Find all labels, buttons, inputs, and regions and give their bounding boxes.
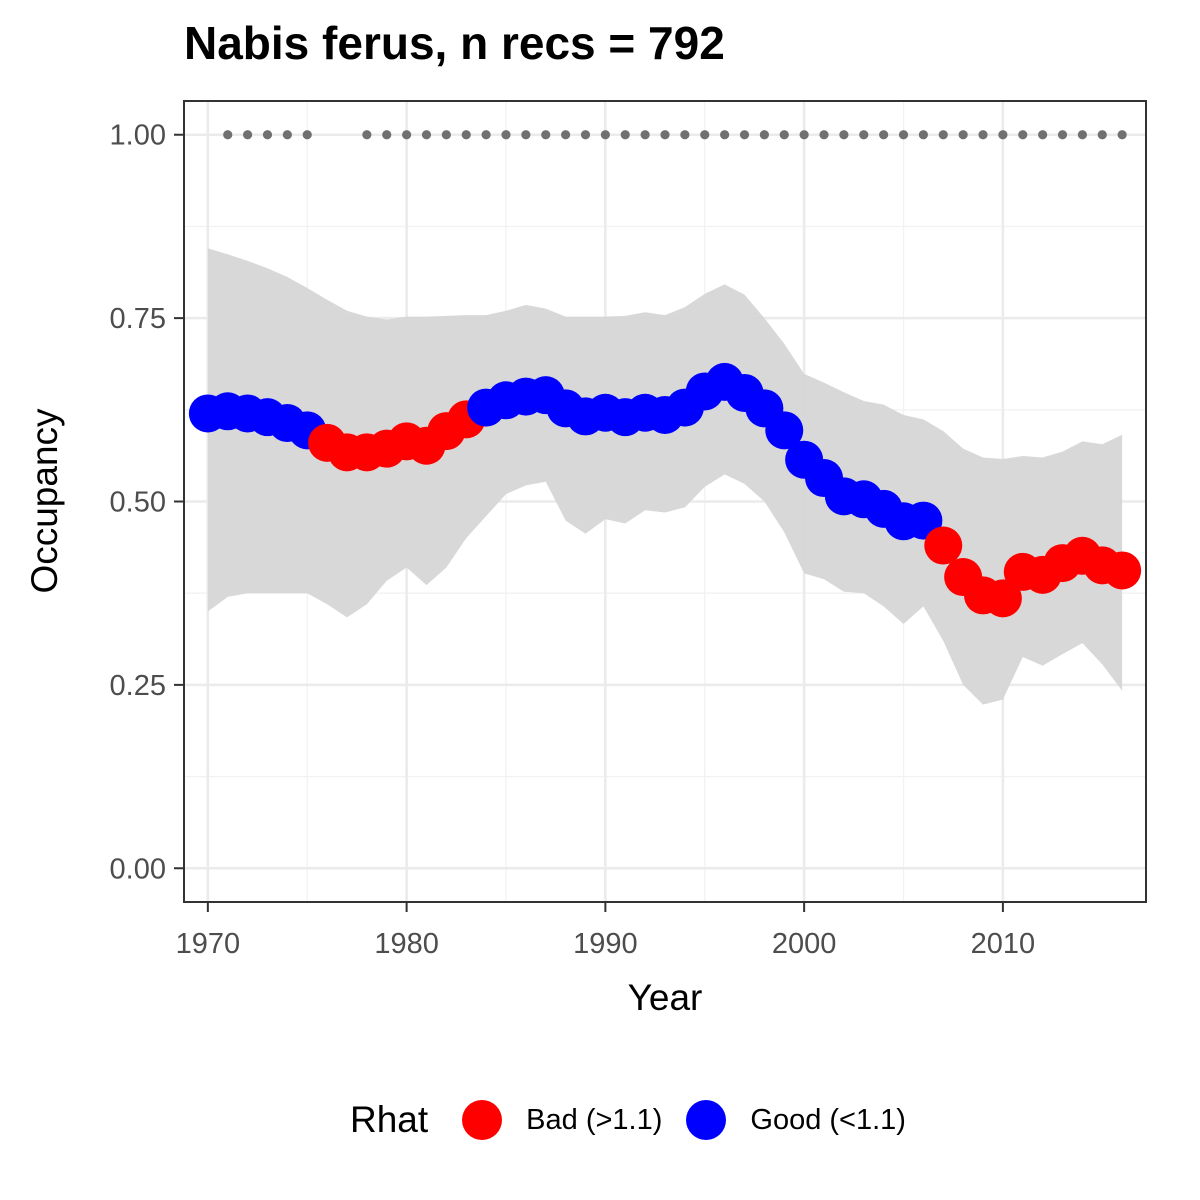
x-tick-label: 1980 xyxy=(374,928,439,960)
legend-key-good xyxy=(686,1100,727,1140)
chart-title: Nabis ferus, n recs = 792 xyxy=(184,17,725,69)
recording-dot xyxy=(680,130,690,140)
recording-dot xyxy=(779,130,789,140)
recording-dot xyxy=(720,130,730,140)
occupancy-point-good xyxy=(765,411,804,450)
legend-item-bad: Bad (>1.1) xyxy=(462,1100,662,1140)
legend-key-bad xyxy=(462,1100,503,1140)
recording-dot xyxy=(243,130,253,140)
x-tick-label: 2000 xyxy=(772,928,837,960)
recording-year-dots xyxy=(223,130,1127,140)
recording-dot xyxy=(521,130,531,140)
y-tick-label: 1.00 xyxy=(110,120,166,152)
recording-dot xyxy=(362,130,372,140)
recording-dot xyxy=(799,130,809,140)
y-tick-label: 0.75 xyxy=(110,303,166,335)
occupancy-plot: 1970 1980 1990 2000 2010 0.00 0.25 0.50 0.75 1.00… xyxy=(24,100,1147,1018)
recording-dot xyxy=(441,130,451,140)
x-tick-label: 1990 xyxy=(573,928,638,960)
legend-label-good: Good (<1.1) xyxy=(750,1103,906,1136)
recording-dot xyxy=(501,130,511,140)
recording-dot xyxy=(918,130,928,140)
recording-dot xyxy=(1057,130,1068,140)
legend-item-good: Good (<1.1) xyxy=(686,1100,906,1140)
credible-interval-ribbon xyxy=(207,248,1123,705)
y-tick-label: 0.25 xyxy=(110,670,166,702)
ribbon-band xyxy=(207,248,1123,705)
recording-dot xyxy=(382,130,392,140)
occupancy-point-bad xyxy=(924,526,963,565)
y-tick-label: 0.00 xyxy=(110,853,166,885)
recording-dot xyxy=(282,130,292,140)
legend: Rhat Bad (>1.1) Good (<1.1) xyxy=(350,1092,930,1148)
y-axis-title: Occupancy xyxy=(24,408,65,594)
recording-dot xyxy=(223,130,233,140)
recording-dot xyxy=(839,130,849,140)
recording-dot xyxy=(660,130,670,140)
recording-dot xyxy=(620,130,630,140)
occupancy-point-bad xyxy=(1103,551,1142,590)
recording-dot xyxy=(580,130,591,140)
x-axis-title: Year xyxy=(628,977,703,1018)
axes: 1970 1980 1990 2000 2010 0.00 0.25 0.50 0.75 1.00 xyxy=(110,120,1036,960)
x-tick-label: 2010 xyxy=(971,928,1036,960)
recording-dot xyxy=(402,130,412,140)
recording-dot xyxy=(421,130,432,140)
recording-dot xyxy=(600,130,610,140)
recording-dot xyxy=(262,130,273,140)
recording-dot xyxy=(958,130,968,140)
recording-dot xyxy=(739,130,750,140)
recording-dot xyxy=(541,130,551,140)
occupancy-point-bad xyxy=(983,579,1022,618)
recording-dot xyxy=(819,130,829,140)
recording-dot xyxy=(302,130,312,140)
recording-dot xyxy=(978,130,988,140)
recording-dot xyxy=(1117,130,1127,140)
y-tick-label: 0.50 xyxy=(110,487,166,519)
recording-dot xyxy=(1077,130,1087,140)
recording-dot xyxy=(859,130,869,140)
recording-dot xyxy=(998,130,1008,140)
recording-dot xyxy=(700,130,710,140)
recording-dot xyxy=(898,130,909,140)
recording-dot xyxy=(481,130,491,140)
recording-dot xyxy=(1018,130,1028,140)
recording-dot xyxy=(561,130,571,140)
x-tick-label: 1970 xyxy=(176,928,241,960)
recording-dot xyxy=(759,130,769,140)
recording-dot xyxy=(461,130,471,140)
legend-label-bad: Bad (>1.1) xyxy=(526,1103,663,1136)
recording-dot xyxy=(1038,130,1048,140)
recording-dot xyxy=(879,130,889,140)
occupancy-points xyxy=(188,362,1142,618)
recording-dot xyxy=(938,130,948,140)
recording-dot xyxy=(1097,130,1107,140)
recording-dot xyxy=(640,130,650,140)
legend-title: Rhat xyxy=(350,1099,429,1140)
